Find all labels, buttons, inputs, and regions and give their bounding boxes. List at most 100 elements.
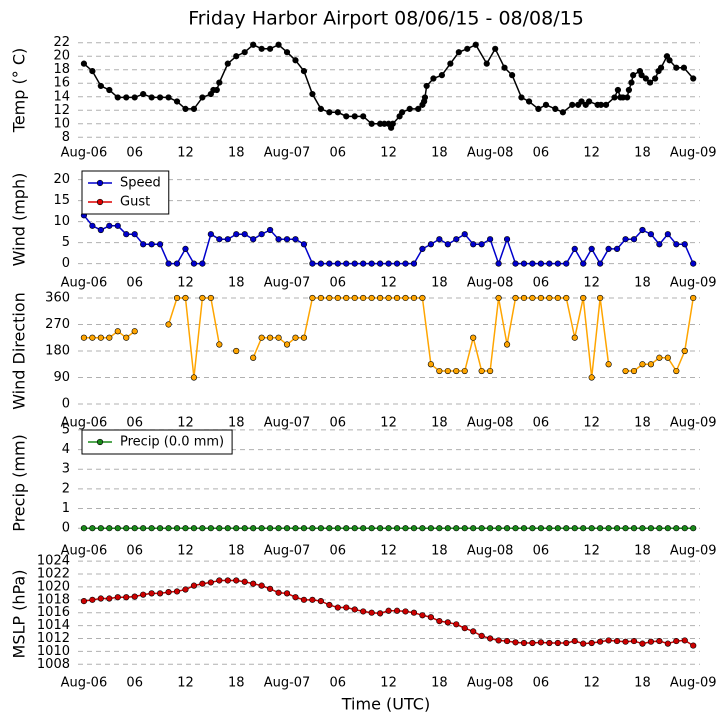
point [611,94,618,101]
point [360,294,367,302]
panel: 0 5 10 15 20 Aug-06 06 12 18 Aug-07 06 12 18 Aug-08 06… [10,170,717,291]
x-tick-label: Aug-06 [61,146,108,161]
point [455,49,462,56]
point [571,334,578,341]
point [393,294,401,302]
y-tick-label: 360 [45,290,70,305]
point [334,525,341,532]
y-tick-label: 1020 [37,579,70,594]
point [275,41,282,48]
point [597,260,604,267]
point [377,610,384,617]
legend-label: Speed [120,176,161,191]
point [80,598,88,605]
point [317,294,324,302]
x-tick-label: 18 [431,416,448,431]
point [182,105,189,113]
point [140,241,147,248]
legend-box [81,170,170,215]
point [461,231,468,238]
point [690,294,697,302]
point [647,361,655,368]
y-tick-label: 5 [62,235,70,250]
point [258,525,265,532]
y-axis-label: Precip (mm) [10,434,29,532]
point [343,604,350,611]
point [487,525,494,532]
x-tick-label: Aug-07 [264,676,311,691]
point [656,525,663,532]
point [673,241,680,248]
point [114,94,121,101]
point [351,294,358,302]
point [613,525,621,532]
point [182,245,189,252]
point [628,79,635,86]
point [520,260,528,267]
point [224,577,231,584]
point [520,525,528,532]
point [140,90,147,98]
y-tick-label: 4 [62,442,70,457]
point [360,260,367,267]
point [613,245,621,252]
x-tick-label: 12 [583,146,600,161]
point [300,525,308,532]
point [518,94,525,101]
x-tick-label: 12 [380,276,397,291]
point [680,64,688,71]
point [542,101,550,108]
x-tick-label: 18 [431,146,448,161]
point [444,525,451,532]
point [123,334,130,341]
point [613,637,621,645]
point [646,79,654,86]
point [546,639,553,647]
point [233,53,240,60]
point [258,334,265,341]
point [630,236,638,243]
point [624,94,631,101]
point [580,640,587,647]
point [681,525,688,532]
point [571,525,578,532]
point [123,231,130,238]
y-axis-label: Temp (° C) [10,48,29,133]
y-tick-label: 20 [53,49,70,64]
point [250,236,257,243]
point [343,525,350,532]
point [300,596,308,603]
x-tick-label: 18 [431,276,448,291]
point [487,635,494,642]
point [385,260,392,267]
point [580,260,587,267]
point [605,637,612,644]
point [554,260,561,267]
point [267,45,274,52]
point [275,236,282,243]
point [250,580,257,587]
series-line [83,297,694,378]
point [535,105,542,113]
point [512,260,519,267]
point [250,354,257,361]
x-tick-label: 12 [177,146,194,161]
x-tick-label: 18 [634,416,651,431]
legend-marker [96,198,104,206]
point [368,120,375,127]
point [525,98,533,105]
point [492,45,499,52]
point [97,82,104,90]
point [123,594,130,601]
point [470,334,477,341]
point [588,374,595,381]
x-tick-label: 12 [380,676,397,691]
point [207,294,214,302]
point [552,105,559,113]
x-tick-label: 12 [583,416,600,431]
point [647,231,655,238]
x-tick-label: 06 [533,146,550,161]
point [639,361,646,368]
